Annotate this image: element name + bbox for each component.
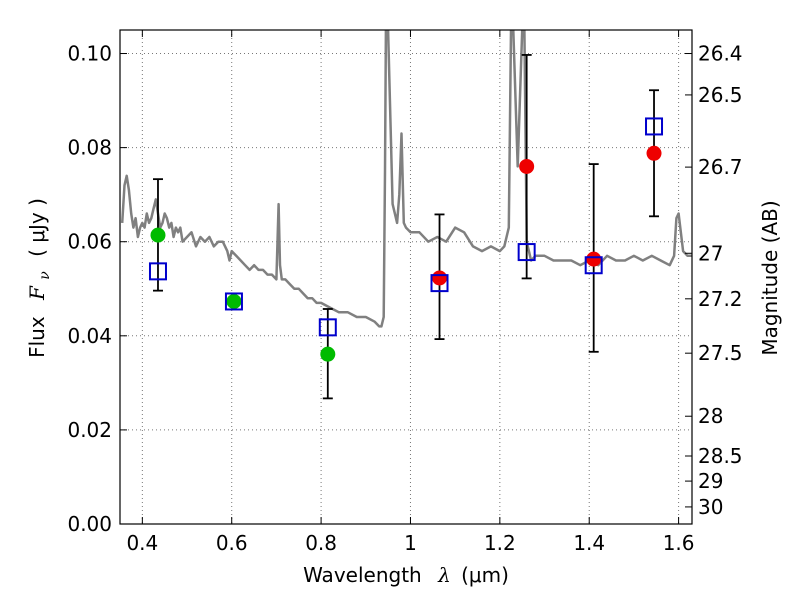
- y-tick-label: 0.06: [67, 230, 112, 254]
- x-tick-label: 1: [404, 531, 417, 555]
- y-axis-label-subscript: ν: [37, 271, 53, 280]
- y-axis-label-symbol: F: [25, 285, 49, 301]
- mag-tick-label: 28.5: [698, 444, 743, 468]
- y-tick-label: 0.00: [67, 512, 112, 536]
- x-axis-label-symbol: λ: [437, 563, 451, 587]
- observed-point-red: [586, 251, 602, 267]
- model-box: [430, 274, 449, 293]
- observed-point-red: [432, 270, 448, 286]
- x-tick-label: 0.8: [305, 531, 337, 555]
- y-axis-label: Flux F ν ( μJy ): [25, 198, 54, 358]
- x-tick-label: 1.6: [663, 531, 695, 555]
- mag-tick-label: 26.5: [698, 83, 743, 107]
- observed-point-red: [646, 145, 662, 161]
- x-axis-label-prefix: Wavelength: [303, 563, 422, 587]
- observed-point-green: [150, 227, 166, 243]
- y-tick-label: 0.08: [67, 136, 112, 160]
- right-axis-label: Magnitude (AB): [758, 200, 782, 355]
- observed-point-green: [226, 293, 242, 309]
- observed-point-green: [320, 346, 336, 362]
- mag-tick-label: 27: [698, 241, 723, 265]
- model-box: [645, 117, 664, 136]
- tick-layer: 0.4 0.6 0.8 1 1.2 1.4 1.6 0.00 0.02 0.04 0.06 0.08 0…: [67, 30, 743, 555]
- mag-tick-label: 30: [698, 495, 723, 519]
- x-tick-label: 1.2: [484, 531, 516, 555]
- mag-tick-label: 27.5: [698, 341, 743, 365]
- marker-layer: [148, 54, 664, 400]
- mag-tick-label: 26.7: [698, 155, 743, 179]
- sed-model-line: [120, 30, 692, 328]
- mag-tick-label: 28: [698, 404, 723, 428]
- x-tick-label: 0.4: [126, 531, 158, 555]
- model-box: [224, 292, 243, 311]
- y-axis-label-unit: ( μJy ): [25, 198, 49, 257]
- x-axis-label-unit: (μm): [461, 563, 509, 587]
- observed-point-red: [519, 158, 535, 174]
- model-box: [318, 318, 337, 337]
- mag-tick-label: 26.4: [698, 42, 743, 66]
- x-axis-label: Wavelength λ (μm): [303, 563, 509, 587]
- plot-frame: [119, 29, 693, 525]
- y-tick-label: 0.02: [67, 418, 112, 442]
- y-axis-label-prefix: Flux: [25, 316, 49, 358]
- x-tick-label: 1.4: [573, 531, 605, 555]
- model-box: [148, 262, 167, 281]
- model-box: [517, 243, 536, 262]
- y-tick-label: 0.04: [67, 324, 112, 348]
- data-layer: [120, 30, 692, 328]
- x-tick-label: 0.6: [216, 531, 248, 555]
- y-tick-label: 0.10: [67, 42, 112, 66]
- mag-tick-label: 29: [698, 469, 723, 493]
- model-box: [584, 256, 603, 275]
- mag-tick-label: 27.2: [698, 287, 743, 311]
